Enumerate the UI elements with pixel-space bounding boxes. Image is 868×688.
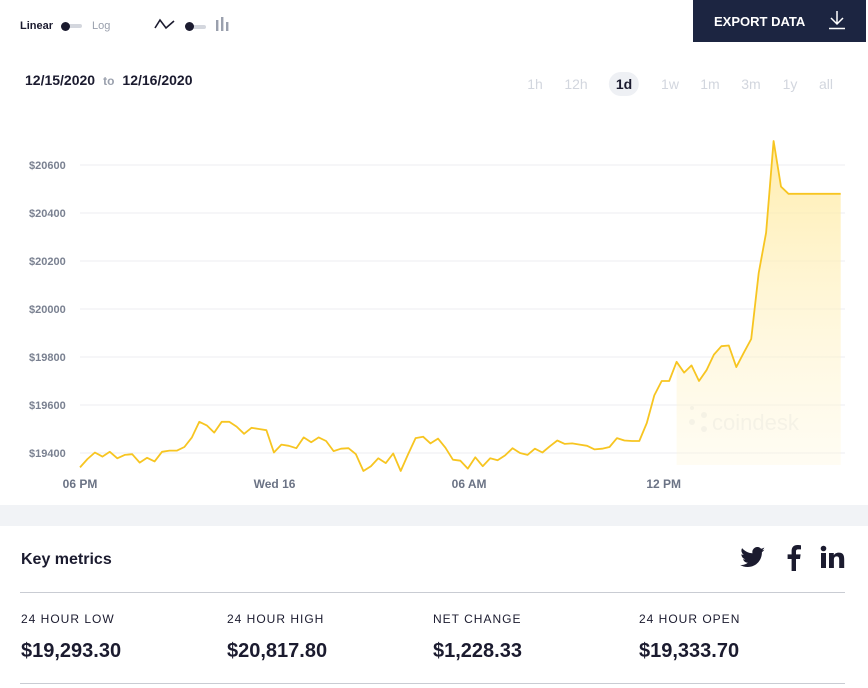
line-chart-icon[interactable] xyxy=(154,17,176,36)
x-tick-label: Wed 16 xyxy=(254,477,296,491)
metric-value: $20,817.80 xyxy=(227,640,328,662)
range-1d[interactable]: 1d xyxy=(608,72,640,96)
switch-knob xyxy=(185,22,194,31)
range-all[interactable]: all xyxy=(818,76,834,92)
scale-switch[interactable] xyxy=(61,21,83,31)
metric-24h-open: 24 HOUR OPEN $19,333.70 xyxy=(639,612,740,663)
linkedin-icon[interactable] xyxy=(820,545,846,574)
metric-label: 24 HOUR LOW xyxy=(21,612,115,626)
metric-label: 24 HOUR OPEN xyxy=(639,612,741,626)
x-tick-label: 12 PM xyxy=(646,477,681,491)
range-1h[interactable]: 1h xyxy=(527,76,543,92)
metrics-card xyxy=(0,526,868,688)
metric-label: NET CHANGE xyxy=(433,612,522,626)
scale-log-label[interactable]: Log xyxy=(92,20,111,32)
switch-knob xyxy=(61,21,71,31)
range-1w[interactable]: 1w xyxy=(661,76,679,92)
range-1m[interactable]: 1m xyxy=(700,76,720,92)
y-tick-label: $20200 xyxy=(29,256,66,268)
x-axis: 06 PM Wed 16 06 AM 12 PM xyxy=(63,477,681,491)
chart-type-toggle[interactable] xyxy=(154,16,229,37)
range-1y[interactable]: 1y xyxy=(782,76,798,92)
series-area xyxy=(676,141,841,465)
export-label: EXPORT DATA xyxy=(714,13,806,29)
metric-24h-low: 24 HOUR LOW $19,293.30 xyxy=(21,612,121,663)
y-tick-label: $20600 xyxy=(29,160,66,172)
grid-lines xyxy=(80,164,845,454)
metric-label: 24 HOUR HIGH xyxy=(227,612,325,626)
date-to-word: to xyxy=(103,74,115,88)
price-chart[interactable]: $19400 $19600 $19800 $20000 $20200 $20400 $206… xyxy=(0,100,868,500)
x-tick-label: 06 PM xyxy=(63,477,98,491)
date-to[interactable]: 12/16/2020 xyxy=(122,72,193,88)
metric-value: $1,228.33 xyxy=(433,640,522,662)
y-tick-label: $19400 xyxy=(29,448,66,460)
x-tick-label: 06 AM xyxy=(452,477,487,491)
facebook-icon[interactable] xyxy=(787,545,801,576)
time-range-selector: 1h 12h 1d 1w 1m 3m 1y all xyxy=(520,72,850,96)
y-tick-label: $19800 xyxy=(29,352,66,364)
range-3m[interactable]: 3m xyxy=(741,76,761,92)
download-icon xyxy=(828,10,846,33)
y-tick-label: $19600 xyxy=(29,400,66,412)
y-tick-label: $20000 xyxy=(29,304,66,316)
metric-24h-high: 24 HOUR HIGH $20,817.80 xyxy=(227,612,327,663)
date-from[interactable]: 12/15/2020 xyxy=(25,72,96,88)
export-data-button[interactable]: EXPORT DATA xyxy=(693,0,866,42)
scale-toggle[interactable]: Linear Log xyxy=(20,20,110,32)
chart-type-switch[interactable] xyxy=(185,22,206,31)
range-12h[interactable]: 12h xyxy=(564,76,588,92)
divider xyxy=(20,683,845,684)
y-tick-label: $20400 xyxy=(29,208,66,220)
date-range[interactable]: 12/15/2020 to 12/16/2020 xyxy=(25,72,192,88)
scale-linear-label[interactable]: Linear xyxy=(20,20,54,32)
metric-net-change: NET CHANGE $1,228.33 xyxy=(433,612,522,663)
series-line xyxy=(79,140,841,472)
y-axis: $19400 $19600 $19800 $20000 $20200 $20400 $206… xyxy=(29,160,66,460)
metric-value: $19,333.70 xyxy=(639,640,740,662)
candlestick-icon[interactable] xyxy=(215,16,229,37)
key-metrics-title: Key metrics xyxy=(21,551,112,568)
divider xyxy=(20,592,845,593)
metric-value: $19,293.30 xyxy=(21,640,122,662)
twitter-icon[interactable] xyxy=(740,545,766,574)
